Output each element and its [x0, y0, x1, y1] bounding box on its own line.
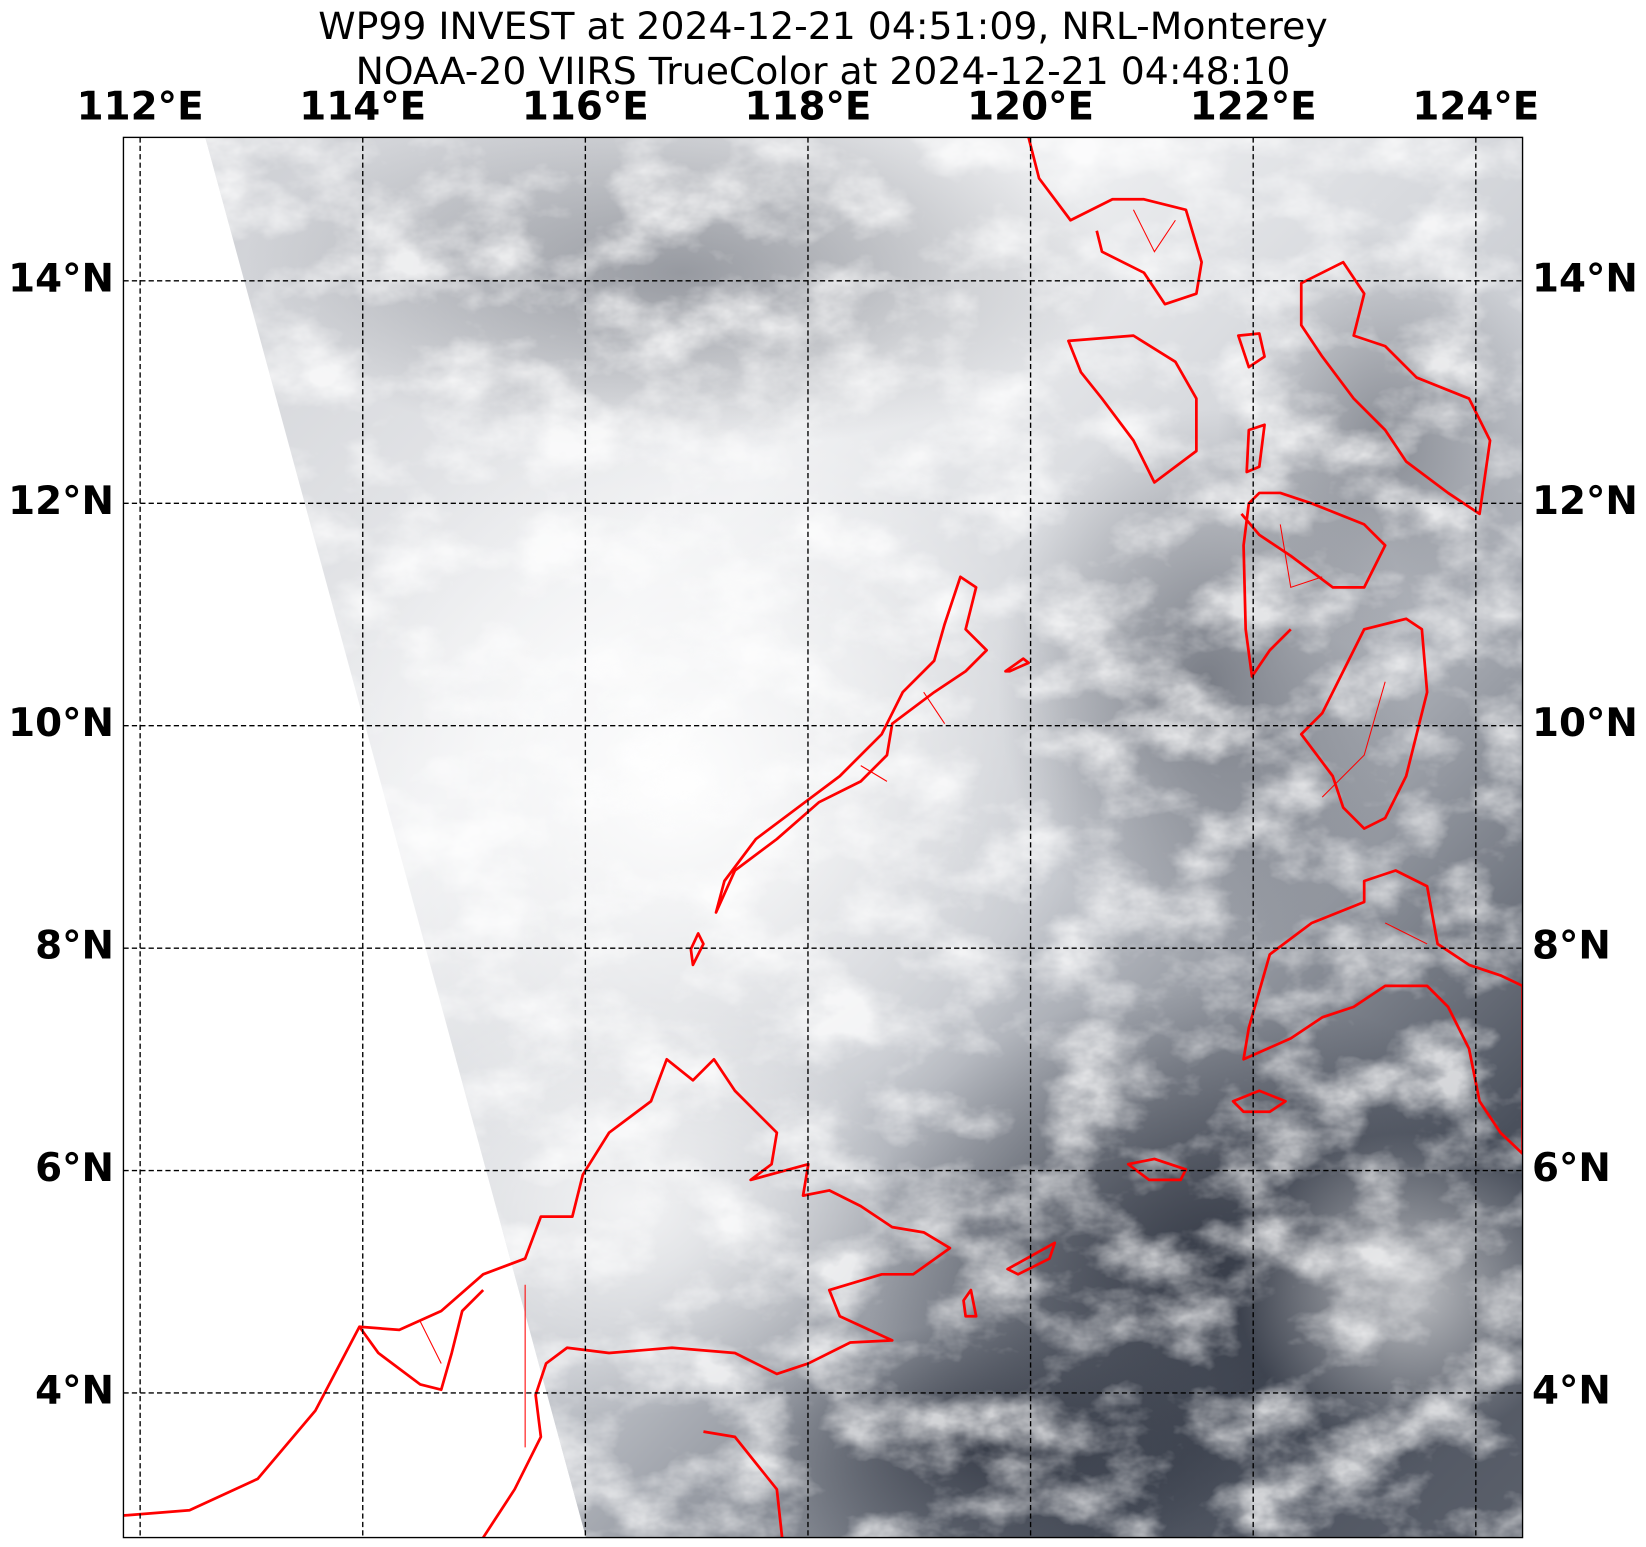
x-tick-label: 124°E	[1412, 85, 1539, 130]
x-tick-label: 116°E	[522, 85, 649, 130]
x-tick-label: 122°E	[1190, 85, 1317, 130]
y-tick-label: 6°N	[1532, 1146, 1611, 1191]
x-tick-label: 112°E	[77, 85, 204, 130]
tick-labels: 112°E 114°E 116°E 118°E 120°E 122°E 124°E 4°N 4°…	[8, 85, 1638, 1414]
y-tick-label: 8°N	[1532, 924, 1611, 969]
y-tick-label: 12°N	[1532, 479, 1638, 524]
y-tick-label: 10°N	[8, 701, 114, 746]
y-tick-label: 10°N	[1532, 701, 1638, 746]
graticule	[123, 137, 1523, 1538]
map-frame	[122, 136, 1524, 1539]
y-tick-label: 12°N	[8, 479, 114, 524]
x-tick-label: 120°E	[967, 85, 1094, 130]
title-line: WP99 INVEST at 2024-12-21 04:51:09, NRL-…	[318, 4, 1327, 48]
y-tick-label: 14°N	[1532, 256, 1638, 301]
coastlines	[123, 137, 1523, 1538]
x-tick-label: 118°E	[745, 85, 872, 130]
y-tick-label: 4°N	[35, 1368, 114, 1413]
title-line: NOAA-20 VIIRS TrueColor at 2024-12-21 04…	[356, 49, 1291, 93]
y-tick-label: 4°N	[1532, 1368, 1611, 1413]
y-tick-label: 6°N	[35, 1146, 114, 1191]
y-tick-label: 8°N	[35, 924, 114, 969]
x-tick-label: 114°E	[299, 85, 426, 130]
y-tick-label: 14°N	[8, 256, 114, 301]
